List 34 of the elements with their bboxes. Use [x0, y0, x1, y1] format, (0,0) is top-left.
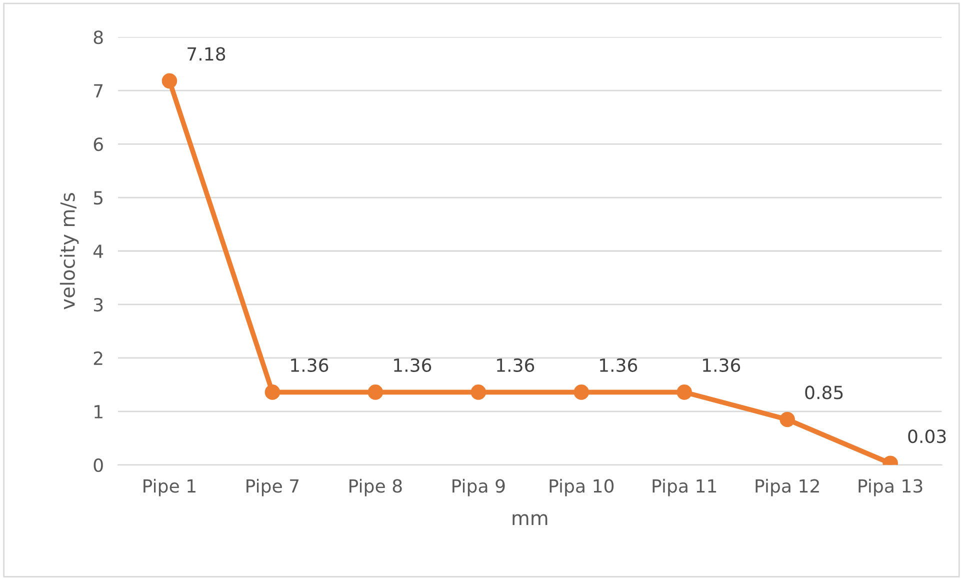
x-tick-label: Pipa 11: [652, 478, 716, 496]
x-tick-label: Pipa 9: [452, 478, 505, 496]
y-tick-label: 0: [94, 458, 103, 472]
data-label: 1.36: [600, 358, 638, 372]
point: [780, 412, 795, 428]
y-tick-label: 5: [94, 191, 102, 205]
data-label: 1.36: [497, 358, 534, 372]
data-label: 0.03: [908, 430, 946, 444]
data-label: 1.36: [291, 358, 328, 372]
data-label: 0.85: [805, 386, 843, 400]
y-tick-label: 3: [94, 298, 103, 312]
x-tick-label: Pipe 8: [350, 478, 402, 496]
y-tick-label: 6: [94, 137, 103, 152]
y-tick-label: 7: [94, 84, 103, 98]
y-tick-label: 8: [94, 30, 103, 44]
point: [470, 384, 486, 400]
y-tick-label: 4: [93, 244, 104, 258]
y-tick-label: 2: [94, 351, 102, 365]
y-axis-title: velocity m/s: [60, 193, 79, 310]
data-label: 1.36: [394, 358, 432, 372]
x-axis-title: mm: [512, 514, 548, 525]
point: [368, 384, 384, 400]
data-label: 7.18: [188, 47, 226, 61]
point: [574, 384, 590, 400]
x-tick-label: Pipe 1: [144, 478, 196, 496]
point: [676, 384, 692, 400]
data-label: 1.36: [703, 358, 740, 372]
x-tick-label: Pipa 10: [550, 478, 614, 496]
x-tick-label: Pipa 12: [756, 478, 819, 496]
point: [162, 73, 178, 89]
y-tick-label: 1: [94, 405, 102, 418]
x-tick-label: Pipe 7: [246, 478, 299, 496]
point: [264, 384, 280, 400]
x-tick-label: Pipa 13: [858, 478, 922, 496]
